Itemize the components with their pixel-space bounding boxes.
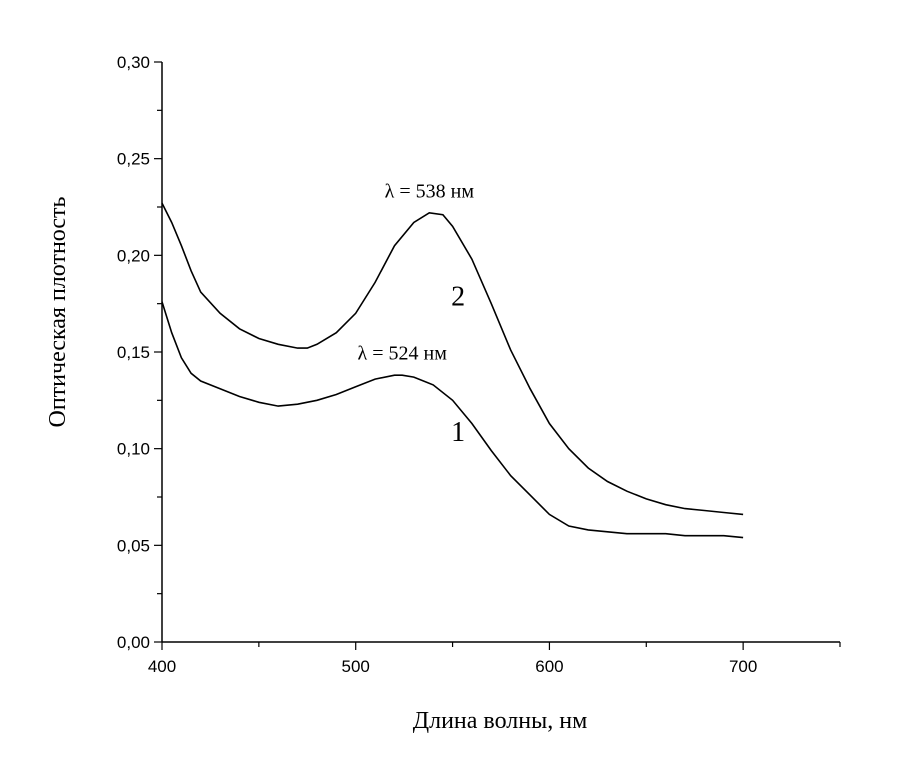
x-axis-title: Длина волны, нм: [413, 708, 588, 734]
y-tick-label: 0,25: [117, 150, 150, 169]
y-axis-title: Оптическая плотность: [45, 196, 71, 427]
series-line-2: [161, 202, 744, 516]
curve-label-2: 2: [451, 282, 465, 313]
x-tick-label: 700: [729, 657, 757, 676]
x-tick-label: 600: [535, 657, 563, 676]
peak-annotation: λ = 538 нм: [385, 180, 475, 202]
y-tick-label: 0,20: [117, 246, 150, 265]
y-tick-label: 0,30: [117, 53, 150, 72]
series-group: [161, 202, 744, 539]
y-tick-label: 0,05: [117, 536, 150, 555]
peak-annotations: λ = 538 нм λ = 524 нм: [358, 180, 475, 364]
axes: [161, 62, 840, 643]
x-tick-label: 400: [148, 657, 176, 676]
y-tick-label: 0,10: [117, 440, 150, 459]
curve-labels: 12: [451, 282, 465, 448]
y-tick-label: 0,00: [117, 633, 150, 652]
peak-annotation: λ = 524 нм: [358, 343, 448, 365]
x-tick-label: 500: [342, 657, 370, 676]
y-tick-label: 0,15: [117, 343, 150, 362]
series-line-1: [161, 301, 744, 539]
curve-label-1: 1: [451, 417, 465, 448]
ticks: 400 500 600 700 0,00 0,05 0,10 0,15 0,20 0,25 0,30: [117, 53, 841, 676]
